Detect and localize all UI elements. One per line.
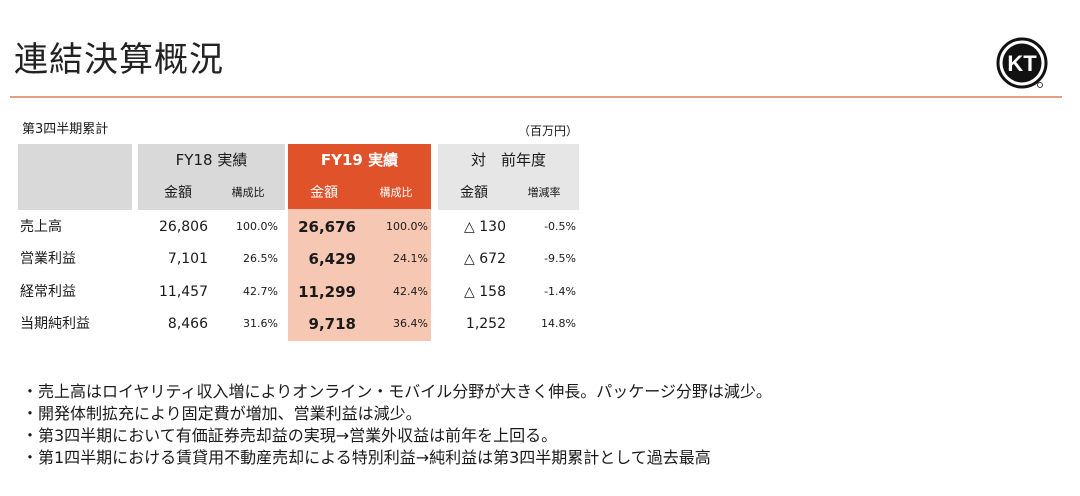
table-cell: 6,429: [308, 250, 356, 268]
table-cell: 11,299: [298, 283, 356, 301]
table-cell: 42.4%: [393, 285, 428, 298]
table-cell: 7,101: [167, 251, 208, 267]
row-label-net-income: 当期純利益: [20, 316, 90, 332]
logo-text: KT: [1007, 51, 1037, 76]
table-cell: 42.7%: [243, 285, 278, 298]
unit-label: （百万円）: [518, 124, 579, 138]
table-cell: 26,806: [159, 219, 208, 235]
bullet-item: ・開発体制拡充により固定費が増加、営業利益は減少。: [22, 404, 422, 423]
table-cell: 26.5%: [243, 252, 278, 265]
table-cell: △ 130: [464, 219, 506, 235]
table-cell: 36.4%: [393, 317, 428, 330]
fy19-amount-header: 金額: [310, 185, 338, 201]
yoy-label: 対 前年度: [470, 151, 546, 169]
yoy-rate-header: 増減率: [527, 186, 561, 199]
table-cell: -9.5%: [544, 252, 576, 265]
bullet-item: ・第1四半期における賃貸用不動産売却による特別利益→純利益は第3四半期累計として…: [22, 448, 711, 467]
table-cell: 9,718: [308, 315, 356, 333]
table-cell: 26,676: [298, 218, 356, 236]
table-cell: 31.6%: [243, 317, 278, 330]
header-fy19: [288, 144, 431, 210]
table-cell: △ 158: [464, 284, 506, 300]
fy18-label: FY18 実績: [175, 151, 248, 169]
header-yoy: [438, 144, 579, 210]
period-label: 第3四半期累計: [22, 122, 109, 137]
header-blank-cell: [18, 144, 132, 210]
summary-bullets: ・売上高はロイヤリティ収入増によりオンライン・モバイル分野が大きく伸長。パッケー…: [22, 381, 772, 469]
table-cell: 8,466: [167, 316, 208, 332]
fy19-ratio-header: 構成比: [379, 186, 413, 199]
table-cell: -0.5%: [544, 220, 576, 233]
row-label-ordinary-income: 経常利益: [20, 284, 76, 300]
bullet-item: ・第3四半期において有価証券売却益の実現→営業外収益は前年を上回る。: [22, 426, 558, 445]
table-cell: 100.0%: [236, 220, 278, 233]
fy18-amount-header: 金額: [164, 185, 192, 201]
title-divider: [10, 96, 1062, 98]
table-cell: 100.0%: [386, 220, 428, 233]
table-cell: △ 672: [464, 251, 506, 267]
fy19-highlight: [288, 209, 431, 341]
yoy-amount-header: 金額: [460, 185, 488, 201]
table-cell: -1.4%: [544, 285, 576, 298]
table-cell: 24.1%: [393, 252, 428, 265]
row-label-operating-income: 営業利益: [20, 251, 76, 267]
fy18-ratio-header: 構成比: [231, 186, 265, 199]
table-cell: 14.8%: [541, 317, 576, 330]
table-cell: 11,457: [159, 284, 208, 300]
row-label-sales: 売上高: [20, 219, 62, 235]
page-title: 連結決算概況: [14, 40, 224, 80]
koei-tecmo-logo: KT: [986, 36, 1058, 92]
table-cell: 1,252: [465, 316, 506, 332]
header-fy18: [138, 144, 285, 210]
fy19-label: FY19 実績: [320, 151, 399, 169]
logo-icon: KT: [996, 37, 1048, 89]
bullet-item: ・売上高はロイヤリティ収入増によりオンライン・モバイル分野が大きく伸長。パッケー…: [22, 382, 772, 401]
